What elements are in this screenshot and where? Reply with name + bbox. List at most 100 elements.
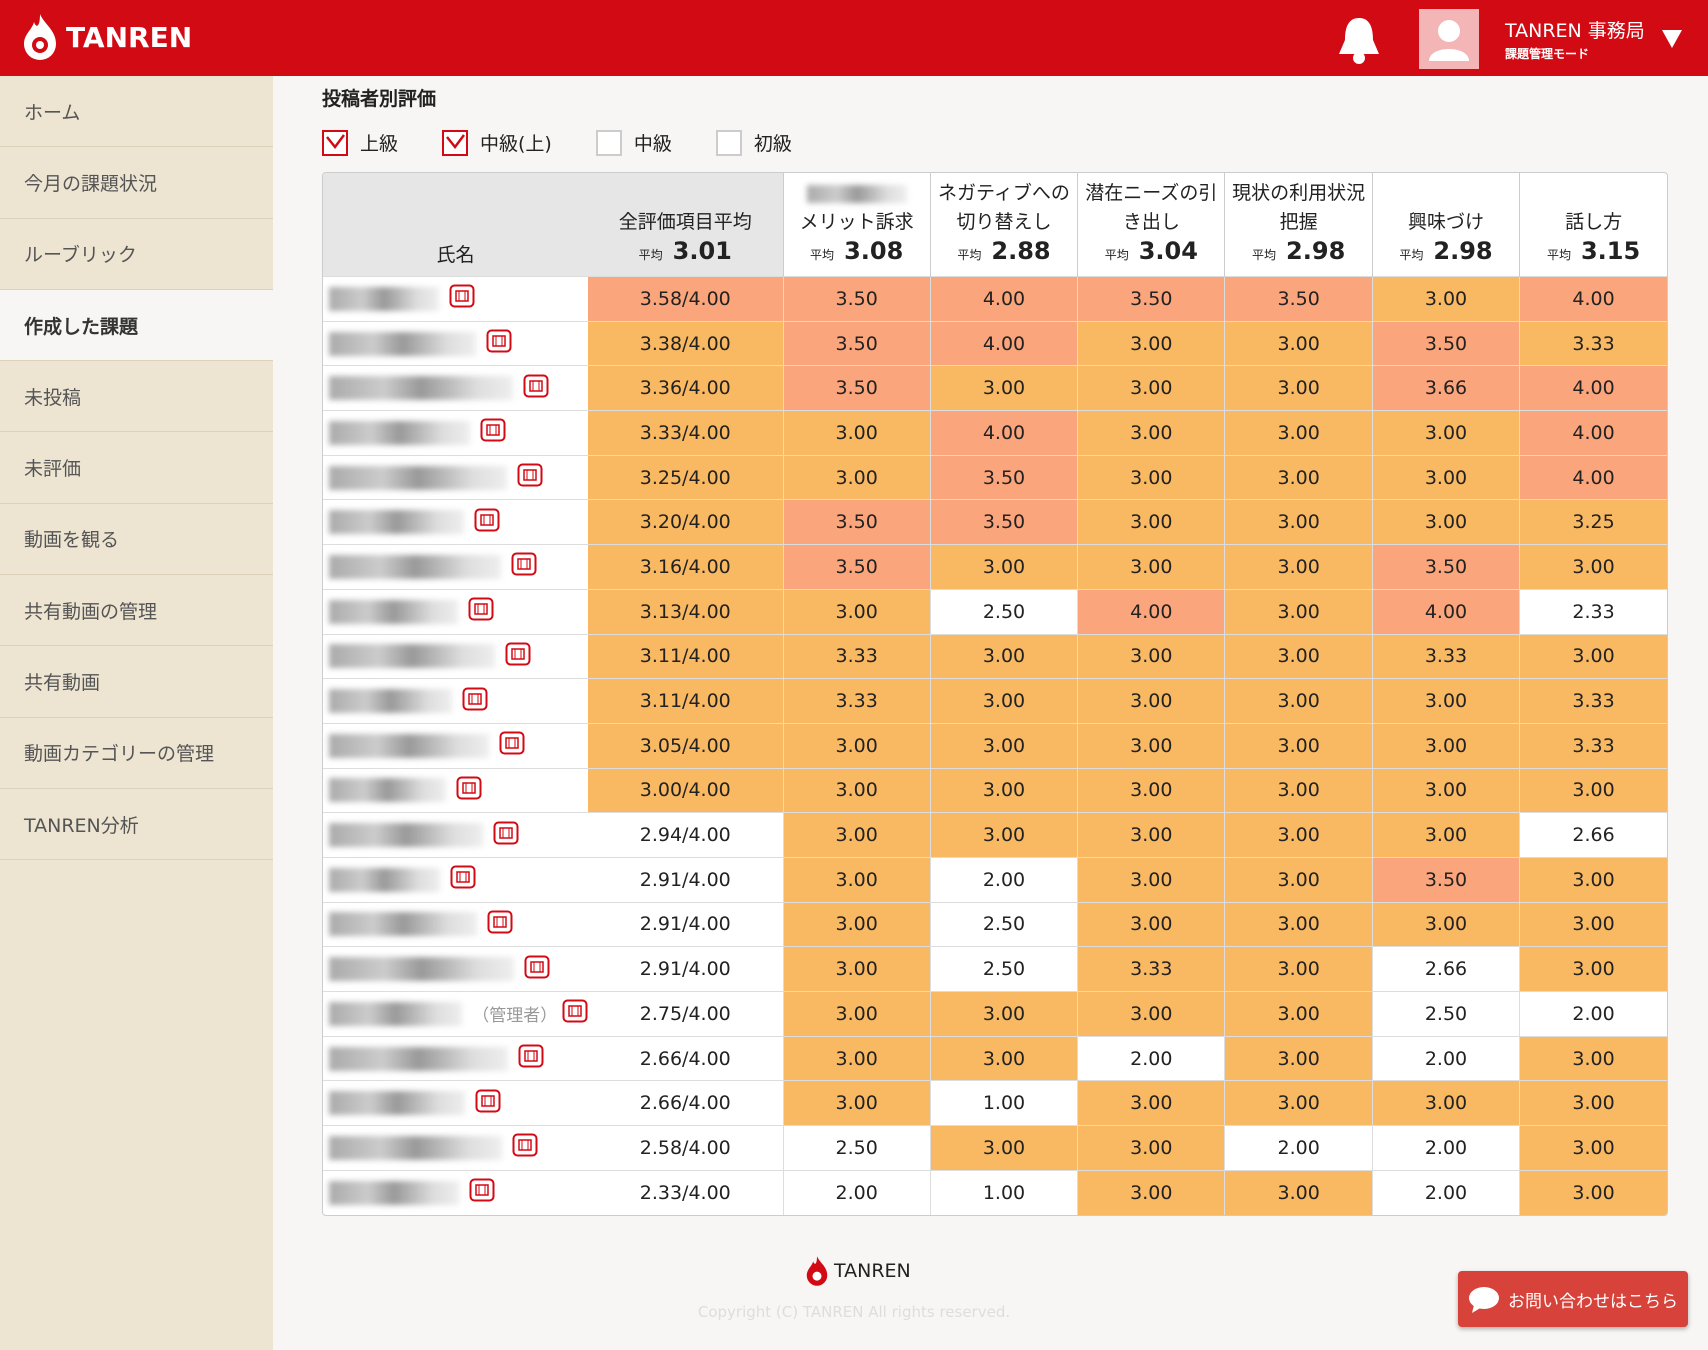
- user-name[interactable]: TANREN 事務局: [1505, 20, 1645, 42]
- video-icon[interactable]: [512, 1133, 538, 1162]
- checkbox[interactable]: [715, 129, 742, 156]
- user-menu-caret[interactable]: [1662, 30, 1682, 48]
- video-icon[interactable]: [487, 910, 513, 939]
- score-cell: 3.00: [782, 588, 931, 634]
- table-row: 2.66/4.00 3.00 1.00 3.00 3.00 3.00 3.00: [323, 1080, 1667, 1126]
- score-cell: 3.00: [929, 991, 1078, 1037]
- video-icon[interactable]: [493, 821, 519, 850]
- overall-cell: 2.66/4.00: [588, 1080, 783, 1126]
- check-mark: [446, 133, 466, 149]
- column-average: 平均 3.04: [1078, 237, 1224, 270]
- name-cell: [323, 276, 588, 322]
- sidebar-item[interactable]: 動画を観る: [0, 504, 273, 576]
- score-cell: 2.00: [1371, 1125, 1520, 1171]
- video-icon[interactable]: [499, 731, 525, 760]
- blurred-name: [329, 912, 477, 937]
- video-icon-svg: [469, 1178, 495, 1202]
- logo-icon: [24, 14, 56, 60]
- score-cell: 4.00: [929, 410, 1078, 456]
- score-cell: 3.00: [782, 722, 931, 769]
- video-icon[interactable]: [562, 999, 588, 1028]
- sidebar-item[interactable]: ホーム: [0, 76, 273, 148]
- video-icon[interactable]: [505, 642, 531, 671]
- logo[interactable]: TANREN: [20, 12, 192, 62]
- video-icon[interactable]: [486, 329, 512, 358]
- sidebar-item[interactable]: 共有動画: [0, 646, 273, 718]
- user-avatar[interactable]: [1419, 9, 1479, 69]
- blurred-name: [329, 778, 446, 803]
- sidebar-item[interactable]: TANREN分析: [0, 789, 273, 861]
- checkbox[interactable]: [595, 129, 622, 156]
- contact-button[interactable]: お問い合わせはこちら: [1458, 1271, 1688, 1327]
- video-icon[interactable]: [456, 776, 482, 805]
- name-cell: [323, 588, 588, 634]
- blurred-text: [806, 184, 907, 203]
- sidebar-item[interactable]: 作成した課題: [0, 289, 273, 362]
- score-cell: 3.00: [1224, 678, 1373, 724]
- score-cell: 3.50: [929, 499, 1078, 545]
- sidebar-item[interactable]: 今月の課題状況: [0, 147, 273, 219]
- column-header: 潜在ニーズの引き出し 平均 3.04: [1077, 173, 1225, 277]
- sidebar-item[interactable]: ルーブリック: [0, 219, 273, 290]
- video-icon[interactable]: [474, 508, 500, 537]
- video-icon[interactable]: [468, 597, 494, 626]
- name-cell: [323, 1080, 588, 1126]
- column-average: 平均 3.01: [588, 237, 783, 270]
- score-cell: 3.50: [782, 320, 931, 366]
- filter[interactable]: 上級: [322, 129, 398, 156]
- sidebar-item[interactable]: 動画カテゴリーの管理: [0, 718, 273, 789]
- score-cell: 3.00: [1371, 678, 1520, 724]
- video-icon[interactable]: [449, 284, 475, 313]
- score-cell: 4.00: [929, 320, 1078, 366]
- notification-bell[interactable]: [1335, 14, 1383, 66]
- table-row: 2.91/4.00 3.00 2.50 3.33 3.00 2.66 3.00: [323, 946, 1667, 992]
- video-icon[interactable]: [517, 463, 543, 492]
- video-icon[interactable]: [511, 552, 537, 581]
- score-cell: 3.00: [1371, 901, 1520, 947]
- overall-cell: 3.11/4.00: [588, 633, 783, 679]
- score-cell: 3.00: [929, 633, 1078, 679]
- sidebar-item[interactable]: 未投稿: [0, 361, 273, 433]
- video-icon[interactable]: [524, 955, 550, 984]
- score-cell: 3.00: [929, 1125, 1078, 1171]
- score-cell: 3.00: [929, 544, 1078, 590]
- sidebar-item[interactable]: 未評価: [0, 432, 273, 504]
- score-cell: 2.50: [929, 588, 1078, 634]
- logo-text: TANREN: [66, 20, 193, 54]
- score-cell: 3.00: [1371, 722, 1520, 769]
- table-row: 3.05/4.00 3.00 3.00 3.00 3.00 3.00 3.33: [323, 722, 1667, 769]
- video-icon[interactable]: [450, 865, 476, 894]
- sidebar-item[interactable]: 共有動画の管理: [0, 575, 273, 647]
- score-cell: 3.00: [1224, 588, 1373, 634]
- score-cell: 3.00: [1371, 499, 1520, 545]
- video-icon[interactable]: [523, 374, 549, 403]
- video-icon[interactable]: [469, 1178, 495, 1207]
- average-label: 平均: [1546, 248, 1571, 262]
- filter[interactable]: 中級(上): [442, 129, 552, 156]
- video-icon[interactable]: [462, 687, 488, 716]
- video-icon[interactable]: [475, 1089, 501, 1118]
- table-row: 3.38/4.00 3.50 4.00 3.00 3.00 3.50 3.33: [323, 320, 1667, 366]
- score-cell: 3.00: [782, 410, 931, 456]
- blurred-name: [329, 465, 507, 490]
- name-cell: [323, 544, 588, 590]
- video-icon[interactable]: [518, 1044, 544, 1073]
- score-cell: 3.50: [929, 454, 1078, 500]
- score-cell: 3.50: [782, 544, 931, 590]
- name-cell: [323, 678, 588, 724]
- checkbox[interactable]: [442, 129, 469, 156]
- filter[interactable]: 中級: [595, 129, 672, 156]
- score-cell: 3.00: [1077, 365, 1225, 411]
- section-title: 投稿者別評価: [322, 88, 437, 110]
- score-cell: 3.50: [1371, 544, 1520, 590]
- footer-logo-icon: [806, 1256, 828, 1286]
- overall-cell: 3.13/4.00: [588, 588, 783, 634]
- filter[interactable]: 初級: [715, 129, 792, 156]
- video-icon[interactable]: [480, 418, 506, 447]
- score-cell: 3.00: [1371, 767, 1520, 813]
- table-row: 2.66/4.00 3.00 3.00 2.00 3.00 2.00 3.00: [323, 1035, 1667, 1081]
- score-cell: 2.00: [929, 856, 1078, 903]
- checkbox[interactable]: [322, 129, 348, 156]
- video-icon-svg: [487, 910, 513, 934]
- name: [323, 329, 588, 358]
